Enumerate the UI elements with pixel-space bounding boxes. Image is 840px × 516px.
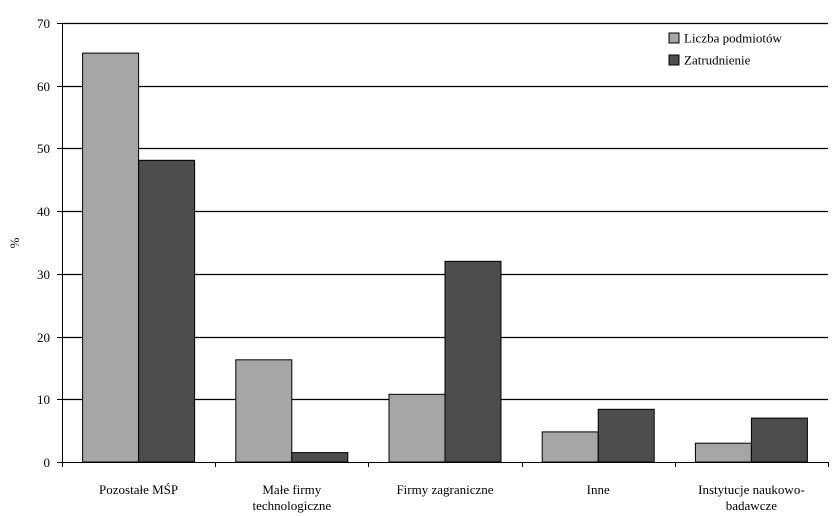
y-tick-label-70: 70	[37, 16, 50, 31]
bar-0-1	[235, 359, 293, 463]
bar-0-3	[541, 431, 599, 463]
y-tick-label-20: 20	[37, 330, 50, 345]
bar-1-2	[444, 260, 502, 463]
bar-0-2	[388, 393, 446, 463]
y-tick-label-60: 60	[37, 79, 50, 94]
bar-1-3	[597, 408, 655, 463]
legend-label-1: Zatrudnienie	[684, 53, 751, 68]
category-label-3-0: Inne	[587, 482, 610, 497]
y-axis-title: %	[7, 237, 22, 248]
y-tick-labels: 0 10 20 30 40 50 60 70	[37, 16, 50, 470]
category-label-1-0: Małe firmy	[262, 482, 321, 497]
legend-swatch-0	[668, 32, 680, 44]
bar-1-4	[750, 417, 808, 463]
y-tick-label-10: 10	[37, 392, 50, 407]
bar-1-1	[291, 452, 349, 463]
axes	[57, 23, 829, 467]
y-tick-label-40: 40	[37, 204, 50, 219]
category-label-2-0: Firmy zagraniczne	[396, 482, 493, 497]
bars	[82, 52, 808, 463]
bar-0-0	[82, 52, 140, 463]
bar-0-4	[694, 442, 752, 463]
category-label-0-0: Pozostałe MŚP	[99, 482, 178, 497]
legend-swatch-1	[668, 54, 680, 66]
category-label-4-1: badawcze	[726, 498, 777, 513]
y-tick-label-0: 0	[44, 455, 51, 470]
y-tick-label-50: 50	[37, 141, 50, 156]
category-label-4-0: Instytucje naukowo-	[698, 482, 805, 497]
bar-1-0	[138, 159, 196, 463]
y-tick-label-30: 30	[37, 267, 50, 282]
legend: Liczba podmiotów Zatrudnienie	[668, 31, 782, 68]
legend-label-0: Liczba podmiotów	[684, 31, 782, 46]
category-label-1-1: technologiczne	[252, 498, 331, 513]
